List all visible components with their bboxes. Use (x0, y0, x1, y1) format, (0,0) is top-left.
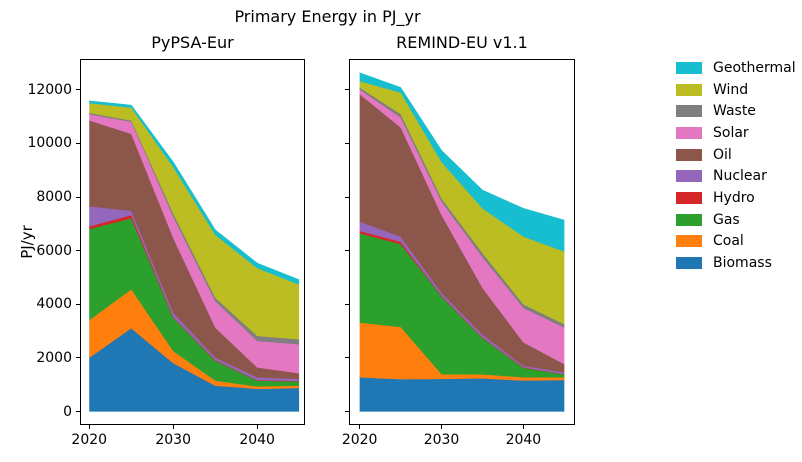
y-tick-label: 0 (63, 403, 72, 420)
stacked-area-canvas (359, 72, 565, 412)
legend-item: Nuclear (676, 165, 796, 187)
y-tick (345, 411, 349, 413)
y-tick-label: 12000 (27, 81, 72, 98)
legend-item: Solar (676, 122, 796, 144)
subplot-title: PyPSA-Eur (151, 33, 234, 52)
legend-item-label: Coal (713, 233, 744, 250)
y-tick-label: 2000 (36, 349, 72, 366)
x-tick (359, 425, 361, 429)
subplot-title: REMIND-EU v1.1 (396, 33, 528, 52)
legend-swatch-icon (676, 126, 702, 139)
area-biomass (359, 377, 565, 412)
legend-item: Hydro (676, 187, 796, 209)
x-tick (441, 425, 443, 429)
y-tick (76, 196, 80, 198)
legend-item-label: Nuclear (713, 168, 767, 185)
figure-title: Primary Energy in PJ_yr (234, 7, 421, 26)
area-solar (89, 114, 300, 374)
legend-swatch-icon (676, 213, 702, 226)
legend-item: Coal (676, 231, 796, 253)
area-geothermal (359, 72, 565, 252)
legend-swatch-icon (676, 61, 702, 74)
y-tick (345, 89, 349, 91)
area-biomass (89, 328, 300, 412)
y-tick (345, 196, 349, 198)
y-tick (345, 142, 349, 144)
area-coal (359, 322, 565, 381)
area-gas (359, 233, 565, 378)
area-coal (89, 289, 300, 390)
y-tick-label: 4000 (36, 296, 72, 313)
area-gas (89, 218, 300, 387)
x-tick (172, 425, 174, 429)
legend-item: Wind (676, 79, 796, 101)
area-line-geothermal (89, 100, 300, 281)
legend-item-label: Biomass (713, 255, 772, 272)
legend-item-label: Gas (713, 211, 740, 228)
x-tick-label: 2040 (239, 432, 275, 448)
legend-item-label: Wind (713, 81, 749, 98)
x-tick-label: 2020 (71, 432, 108, 448)
y-tick-label: 10000 (27, 135, 72, 152)
area-wind (359, 81, 565, 325)
y-tick (76, 303, 80, 305)
legend-swatch-icon (676, 83, 702, 96)
legend-swatch-icon (676, 148, 702, 161)
area-wind (89, 103, 300, 340)
legend-swatch-icon (676, 105, 702, 118)
x-tick-label: 2030 (423, 432, 460, 448)
y-tick-label: 8000 (36, 189, 72, 206)
legend-swatch-icon (676, 170, 702, 183)
legend-item: Biomass (676, 252, 796, 274)
y-tick (76, 89, 80, 91)
legend-swatch-icon (676, 235, 702, 248)
x-tick (522, 425, 524, 429)
legend-item: Oil (676, 144, 796, 166)
legend-item-label: Geothermal (713, 59, 796, 76)
legend: Geothermal Wind Waste Solar Oil Nuclear Hydro G… (676, 57, 796, 274)
x-tick (256, 425, 258, 429)
legend-item: Gas (676, 209, 796, 231)
area-line-geothermal (359, 72, 565, 221)
y-tick (76, 250, 80, 252)
x-tick-label: 2040 (505, 432, 542, 448)
x-tick (88, 425, 90, 429)
legend-item-label: Oil (713, 146, 732, 163)
legend-swatch-icon (676, 257, 702, 270)
area-oil (89, 120, 300, 380)
y-tick-label: 6000 (36, 242, 72, 259)
y-tick (345, 357, 349, 359)
x-tick-label: 2020 (341, 432, 378, 448)
legend-item: Waste (676, 100, 796, 122)
y-tick (76, 142, 80, 144)
x-tick-label: 2030 (155, 432, 191, 448)
y-tick (76, 357, 80, 359)
legend-swatch-icon (676, 191, 702, 204)
legend-item-label: Hydro (713, 189, 755, 206)
legend-item-label: Solar (713, 124, 749, 141)
area-oil (359, 94, 565, 373)
area-line-nuclear (359, 221, 565, 373)
legend-item: Geothermal (676, 57, 796, 79)
y-tick (345, 250, 349, 252)
y-tick (345, 303, 349, 305)
stacked-area-canvas (88, 100, 300, 412)
y-tick (76, 411, 80, 413)
legend-item-label: Waste (713, 103, 756, 120)
